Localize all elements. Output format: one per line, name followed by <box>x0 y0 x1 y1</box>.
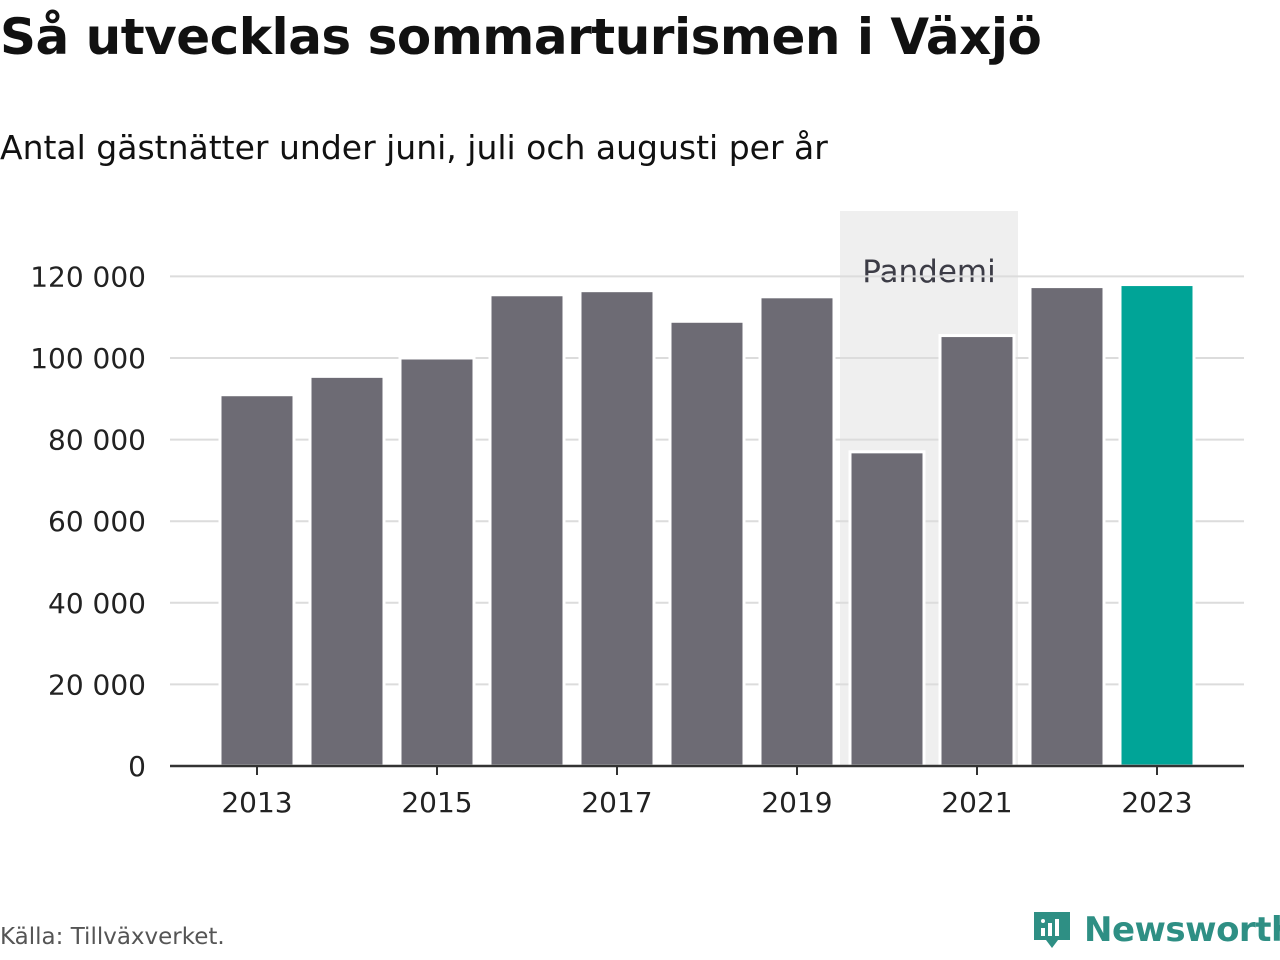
y-tick-label: 0 <box>128 750 146 783</box>
y-tick-label: 80 000 <box>48 424 146 457</box>
x-tick-label: 2021 <box>941 786 1012 819</box>
x-axis-labels: 2013 2015 2017 2019 2021 2023 <box>221 786 1192 819</box>
y-tick-label: 120 000 <box>30 260 146 293</box>
source-note: Källa: Tillväxverket. <box>0 924 225 950</box>
bar <box>308 374 386 768</box>
bar <box>938 334 1016 768</box>
annotation-label: Pandemi <box>862 254 996 290</box>
x-tick-label: 2019 <box>761 786 832 819</box>
chart-subtitle: Antal gästnätter under juni, juli och au… <box>0 128 828 167</box>
bar <box>758 295 836 768</box>
brand-logo[interactable]: Newsworthy <box>1030 908 1280 952</box>
x-tick-label: 2013 <box>221 786 292 819</box>
x-tick-label: 2023 <box>1121 786 1192 819</box>
x-axis <box>170 764 1244 775</box>
bars <box>218 283 1196 768</box>
y-tick-label: 20 000 <box>48 668 146 701</box>
bar <box>668 319 746 768</box>
x-tick-label: 2015 <box>401 786 472 819</box>
brand-name: Newsworthy <box>1084 910 1280 950</box>
bar-chart: Pandemi 0 20 000 40 000 60 000 80 000 100 000… <box>30 211 1244 819</box>
bar <box>398 356 476 768</box>
y-tick-label: 40 000 <box>48 587 146 620</box>
y-axis-labels: 0 20 000 40 000 60 000 80 000 100 000 120 000 <box>30 260 146 783</box>
newsworthy-logo-icon <box>1034 912 1070 948</box>
x-tick-label: 2017 <box>581 786 652 819</box>
bar <box>218 393 296 768</box>
chart-title: Så utvecklas sommarturismen i Växjö <box>0 8 1042 66</box>
bar <box>578 289 656 768</box>
bar <box>1118 283 1196 768</box>
y-tick-label: 100 000 <box>30 342 146 375</box>
bar <box>848 450 926 768</box>
bar <box>488 293 566 768</box>
y-tick-label: 60 000 <box>48 505 146 538</box>
bar <box>1028 285 1106 768</box>
